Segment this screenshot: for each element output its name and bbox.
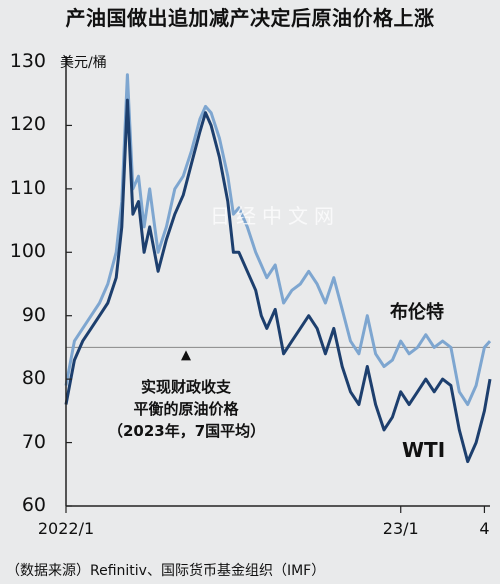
reference-line-annotation: 实现财政收支 平衡的原油价格 （2023年，7国平均） <box>108 376 266 442</box>
wti-price-line <box>64 98 492 464</box>
y-tick-label: 100 <box>9 240 46 263</box>
annotation-line-1: 实现财政收支 <box>140 378 231 396</box>
wti-series-label: WTI <box>402 438 446 462</box>
y-axis-unit: 美元/桶 <box>60 55 107 71</box>
y-tick-label: 60 <box>21 494 46 516</box>
y-tick-label: 80 <box>21 367 46 390</box>
annotation-pointer <box>181 350 191 361</box>
annotation-line-3: （2023年，7国平均） <box>108 422 266 440</box>
chart-title: 产油国做出追加减产决定后原油价格上涨 <box>65 6 435 30</box>
y-tick-label: 130 <box>9 50 46 72</box>
y-tick-label: 110 <box>9 176 46 199</box>
x-tick-label: 23/1 <box>382 519 419 538</box>
x-tick-label: 2022/1 <box>37 519 95 538</box>
watermark: 日经中文网 <box>210 204 340 228</box>
y-tick-label: 120 <box>9 113 46 136</box>
y-tick-label: 70 <box>21 430 46 453</box>
data-source-note: （数据来源）Refinitiv、国际货币基金组织（IMF） <box>6 563 326 579</box>
annotation-line-2: 平衡的原油价格 <box>133 400 239 418</box>
x-tick-label: 4 <box>479 519 490 538</box>
brent-series-label: 布伦特 <box>390 302 444 323</box>
brent-price-line <box>64 73 492 406</box>
y-tick-label: 90 <box>21 303 46 326</box>
